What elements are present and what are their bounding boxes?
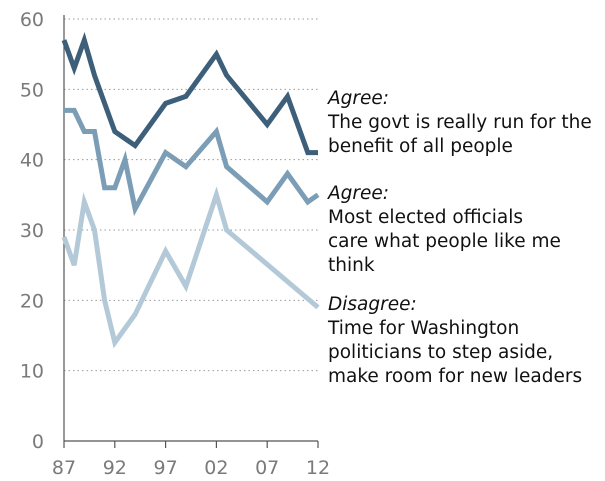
x-tick-label: 12 — [306, 457, 330, 479]
x-tick-label: 97 — [154, 457, 178, 479]
y-tick-label: 0 — [32, 431, 44, 453]
series-kind: Agree: — [328, 183, 390, 204]
series-kind: Disagree: — [328, 294, 417, 315]
y-tick-label: 20 — [20, 290, 44, 312]
series-label-officials-care: Agree: Most elected officials care what … — [328, 182, 568, 278]
x-tick-label: 02 — [204, 457, 228, 479]
y-axis: 0 10 20 30 40 50 60 — [20, 9, 44, 453]
x-tick-label: 07 — [255, 457, 279, 479]
gridlines — [64, 18, 318, 372]
y-tick-label: 30 — [20, 220, 44, 242]
series-label-govt-benefit: Agree: The govt is really run for the be… — [328, 87, 598, 159]
series-line-3 — [61, 186, 320, 349]
y-tick-label: 50 — [20, 79, 44, 101]
series-lines — [61, 31, 320, 349]
y-tick-label: 60 — [20, 9, 44, 31]
y-tick-label: 10 — [20, 361, 44, 383]
series-line-2 — [64, 107, 320, 217]
series-kind: Agree: — [328, 88, 390, 109]
series-description: The govt is really run for the benefit o… — [328, 112, 592, 157]
x-axis: 87 92 97 02 07 12 — [52, 15, 330, 479]
x-tick-label: 87 — [52, 457, 76, 479]
series-description: Most elected officials care what people … — [328, 207, 561, 276]
series-label-step-aside: Disagree: Time for Washington politician… — [328, 293, 590, 389]
series-description: Time for Washington politicians to step … — [328, 318, 583, 387]
y-tick-label: 40 — [20, 150, 44, 172]
x-tick-label: 92 — [103, 457, 127, 479]
series-line-1 — [61, 31, 318, 156]
